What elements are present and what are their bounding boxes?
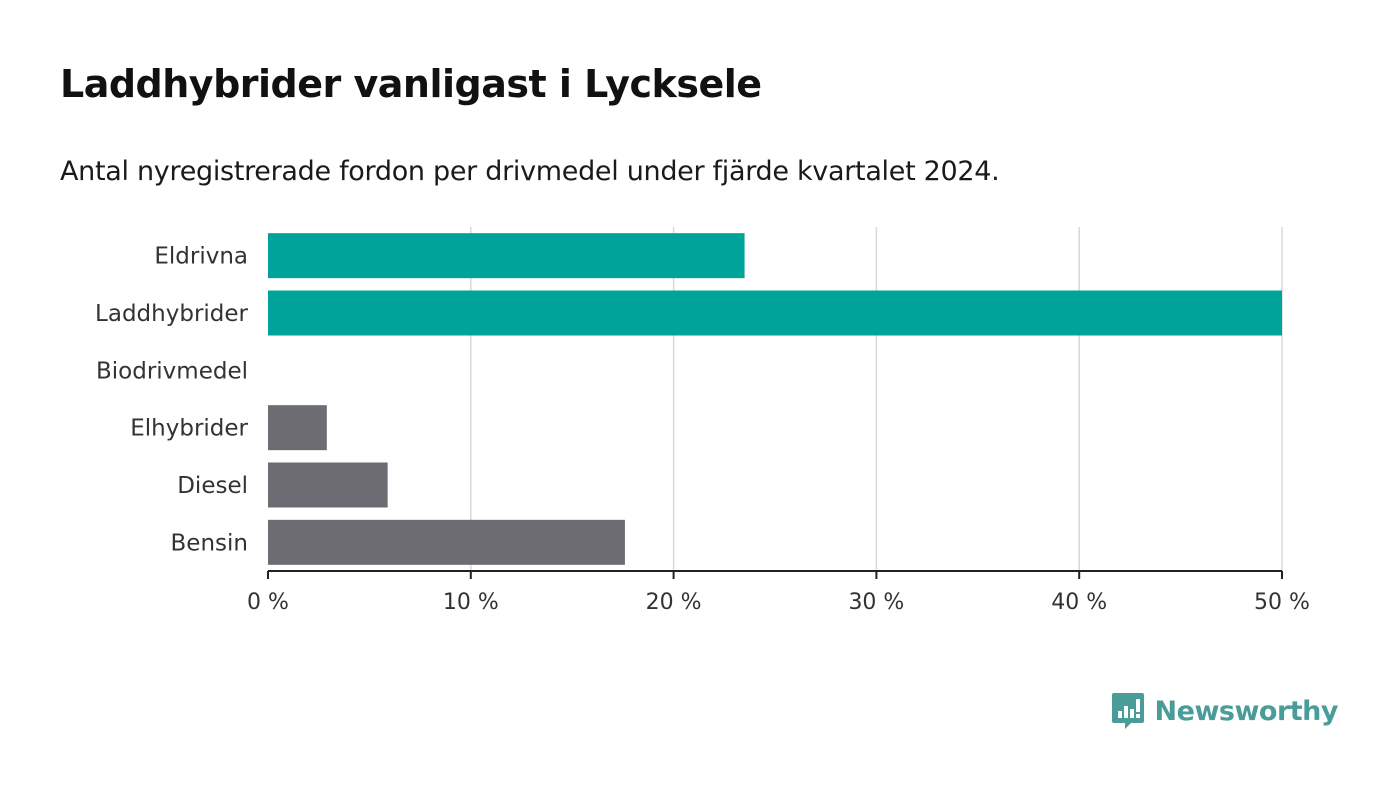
gridlines: [470, 227, 1283, 571]
category-label: Bensin: [171, 530, 248, 556]
brand-logo: Newsworthy: [1111, 691, 1339, 731]
bar-elhybrider: [268, 405, 327, 451]
chart-subtitle: Antal nyregistrerade fordon per drivmede…: [60, 156, 1000, 187]
category-labels: Eldrivna Laddhybrider Biodrivmedel Elhybrid…: [95, 244, 248, 557]
category-label: Biodrivmedel: [96, 358, 248, 384]
category-label: Elhybrider: [130, 416, 248, 442]
x-tick-label: 10 %: [443, 590, 499, 615]
x-tick-label: 0 %: [247, 590, 289, 615]
brand-name: Newsworthy: [1154, 695, 1339, 727]
bar-eldrivna: [268, 233, 745, 279]
x-tick-label: 50 %: [1254, 590, 1310, 615]
newsworthy-logo-icon: [1111, 693, 1144, 729]
bar-diesel: [268, 462, 388, 508]
bar-laddhybrider: [268, 290, 1282, 336]
category-label: Diesel: [177, 473, 248, 499]
chart-title: Laddhybrider vanligast i Lycksele: [60, 62, 762, 106]
bars: [268, 233, 1282, 565]
x-tick-label: 40 %: [1051, 590, 1107, 615]
x-axis: 0 % 10 % 20 % 30 % 40 % 50 %: [247, 570, 1310, 615]
category-label: Laddhybrider: [95, 301, 248, 327]
bar-bensin: [268, 519, 625, 565]
x-tick-label: 20 %: [646, 590, 702, 615]
x-tick-label: 30 %: [848, 590, 904, 615]
category-label: Eldrivna: [154, 244, 248, 270]
